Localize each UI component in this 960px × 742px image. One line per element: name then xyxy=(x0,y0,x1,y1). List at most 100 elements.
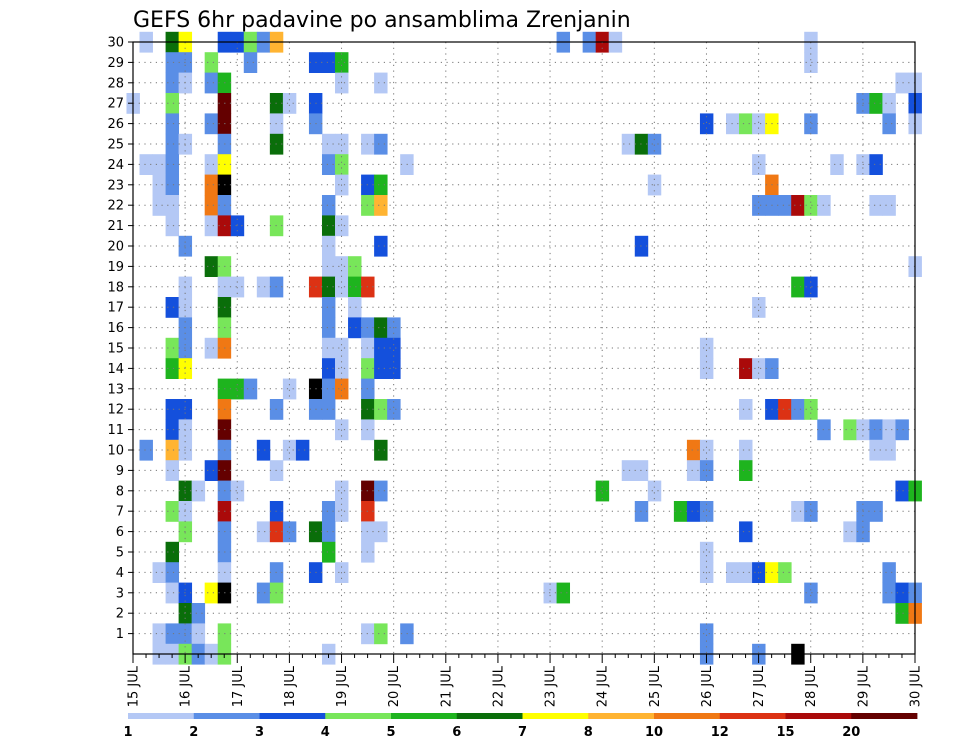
heatmap-cell xyxy=(621,133,636,155)
x-tick-label: 25 JUL xyxy=(648,665,663,707)
y-tick-label: 17 xyxy=(107,301,124,316)
heatmap-cell xyxy=(204,113,219,135)
heatmap-cell xyxy=(374,623,388,645)
heatmap-cell xyxy=(335,337,349,359)
heatmap-cell xyxy=(165,562,180,583)
heatmap-cell xyxy=(321,378,336,400)
heatmap-cell xyxy=(647,480,662,502)
heatmap-cell xyxy=(191,603,206,624)
x-tick-label: 29 JUL xyxy=(856,665,871,707)
colorbar-label: 7 xyxy=(518,725,527,740)
heatmap-cell xyxy=(882,439,896,461)
heatmap-cell xyxy=(791,276,805,298)
heatmap-cell xyxy=(647,133,662,155)
heatmap-cell xyxy=(699,541,714,563)
colorbar-label: 20 xyxy=(842,725,860,740)
heatmap-cell xyxy=(165,439,180,461)
colorbar-swatch xyxy=(456,713,523,719)
heatmap-cell xyxy=(321,337,336,359)
colorbar-swatch xyxy=(785,713,852,719)
heatmap-cell xyxy=(895,419,909,441)
heatmap-cell xyxy=(165,133,180,155)
y-tick-label: 6 xyxy=(116,525,124,540)
heatmap-cells xyxy=(126,31,922,665)
heatmap-cell xyxy=(699,501,714,522)
heatmap-cell xyxy=(882,582,896,604)
heatmap-cell xyxy=(321,501,336,522)
heatmap-cell xyxy=(321,317,336,339)
heatmap-cell xyxy=(152,154,166,175)
heatmap-cell xyxy=(752,154,766,175)
heatmap-cell xyxy=(882,419,896,441)
heatmap-cell xyxy=(869,439,883,461)
heatmap-cell xyxy=(335,378,349,400)
heatmap-cell xyxy=(152,195,166,216)
chart-title: GEFS 6hr padavine po ansamblima Zrenjani… xyxy=(133,8,631,33)
heatmap-cell xyxy=(621,460,636,481)
heatmap-cell xyxy=(374,521,388,543)
heatmap-cell xyxy=(752,358,766,379)
heatmap-cell xyxy=(387,358,401,379)
heatmap-cell xyxy=(204,256,219,277)
heatmap-cell xyxy=(335,501,349,522)
colorbar-legend: 1 2 3 4 5 6 7 8 10 12 15 20 xyxy=(123,713,918,740)
colorbar-swatch xyxy=(128,713,195,719)
y-tick-label: 4 xyxy=(116,566,124,581)
colorbar-label: 3 xyxy=(255,725,264,740)
heatmap-cell xyxy=(139,439,153,461)
heatmap-cell xyxy=(165,337,180,359)
heatmap-cell xyxy=(165,358,180,379)
y-tick-label: 21 xyxy=(107,219,124,234)
heatmap-cell xyxy=(321,399,336,420)
heatmap-cell xyxy=(804,113,818,135)
heatmap-cell xyxy=(165,215,180,237)
heatmap-cell xyxy=(335,358,349,379)
colorbar-swatch xyxy=(851,713,918,719)
heatmap-cell xyxy=(165,582,180,604)
heatmap-cell xyxy=(230,215,245,237)
heatmap-cell xyxy=(321,541,336,563)
heatmap-cell xyxy=(387,337,401,359)
colorbar-swatch xyxy=(391,713,458,719)
heatmap-cell xyxy=(191,623,206,645)
x-tick-label: 30 JUL xyxy=(909,665,924,707)
heatmap-cell xyxy=(321,52,336,73)
heatmap-cell xyxy=(739,358,753,379)
y-tick-label: 29 xyxy=(107,56,124,71)
heatmap-cell xyxy=(139,154,153,175)
heatmap-cell xyxy=(804,276,818,298)
heatmap-cell xyxy=(686,501,701,522)
y-tick-label: 15 xyxy=(107,342,124,357)
x-tick-label: 19 JUL xyxy=(335,665,350,707)
heatmap-cell xyxy=(348,256,362,277)
y-tick-label: 23 xyxy=(107,178,124,193)
heatmap-cell xyxy=(165,623,180,645)
heatmap-cell xyxy=(348,276,362,298)
heatmap-cell xyxy=(256,439,271,461)
heatmap-cell xyxy=(321,235,336,257)
x-tick-label: 17 JUL xyxy=(231,665,246,707)
heatmap-cell xyxy=(152,562,166,583)
colorbar-label: 6 xyxy=(452,725,461,740)
heatmap-cell xyxy=(374,317,388,339)
y-tick-label: 9 xyxy=(116,464,124,479)
heatmap-cell xyxy=(804,582,818,604)
heatmap-cell xyxy=(374,337,388,359)
heatmap-cell xyxy=(191,480,206,502)
heatmap-cell xyxy=(778,562,792,583)
colorbar-swatch xyxy=(654,713,721,719)
y-tick-label: 12 xyxy=(107,403,124,418)
heatmap-cell xyxy=(335,133,349,155)
heatmap-cell xyxy=(335,276,349,298)
heatmap-cell xyxy=(804,195,818,216)
y-tick-label: 14 xyxy=(107,362,124,377)
y-tick-label: 11 xyxy=(107,423,124,438)
heatmap-cell xyxy=(204,72,219,94)
heatmap-cell xyxy=(335,154,349,175)
heatmap-cell xyxy=(374,133,388,155)
heatmap-cell xyxy=(869,195,883,216)
heatmap-cell xyxy=(752,195,766,216)
heatmap-cell xyxy=(686,460,701,481)
heatmap-cell xyxy=(374,174,388,196)
y-tick-label: 30 xyxy=(107,36,124,51)
